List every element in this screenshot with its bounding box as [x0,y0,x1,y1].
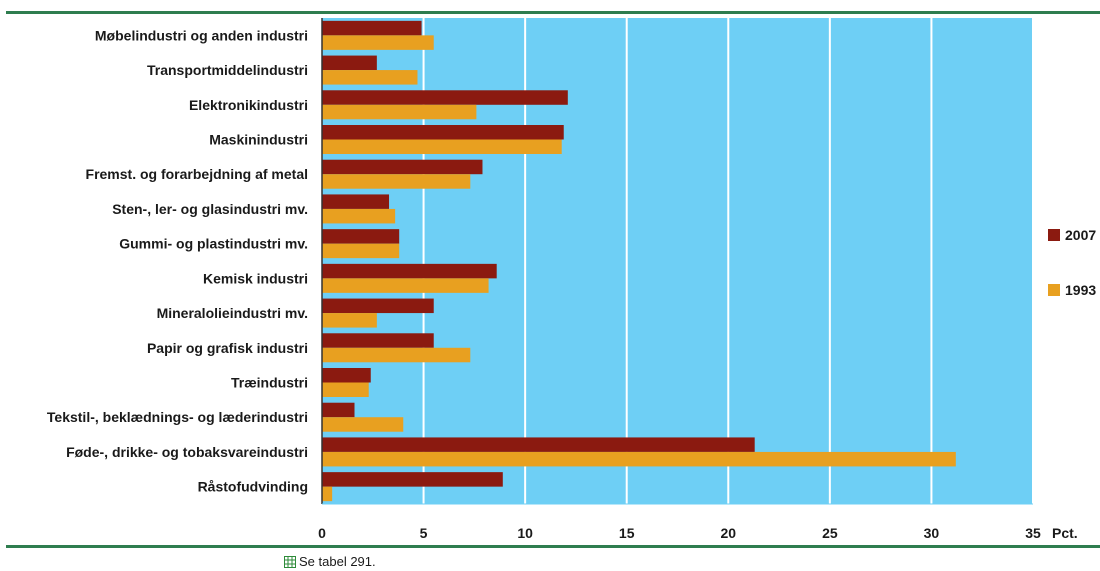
bar-2007-sten-ler-og-glasindustri-mv [322,194,390,209]
legend-label-2007: 2007 [1065,227,1096,243]
bar-1993-kemisk-industri [322,278,489,293]
category-label: Råstofudvinding [198,479,308,495]
legend-swatch-2007 [1048,229,1060,241]
table-icon [284,555,296,568]
bar-2007-elektronikindustri [322,90,568,105]
bar-2007-tekstil-bekl-dnings-og-l-derindustri [322,402,355,418]
category-label: Maskinindustri [209,132,308,148]
bar-2007-mineralolieindustri-mv [322,298,434,314]
bar-2007-kemisk-industri [322,263,497,279]
legend-swatch-1993 [1048,284,1060,296]
category-label: Tekstil-, beklædnings- og læderindustri [47,409,308,425]
bar-1993-tr-industri [322,382,369,397]
bar-1993-mineralolieindustri-mv [322,313,377,328]
category-label: Mineralolieindustri mv. [157,305,308,321]
bar-1993-sten-ler-og-glasindustri-mv [322,208,396,224]
x-tick-label: 35 [1025,525,1041,541]
footnote[interactable]: Se tabel 291. [284,554,376,569]
category-label: Gummi- og plastindustri mv. [119,236,308,252]
category-label: Transportmiddelindustri [147,62,308,78]
x-unit-label: Pct. [1052,525,1078,541]
x-tick-label: 10 [517,525,533,541]
bar-1993-tekstil-bekl-dnings-og-l-derindustri [322,417,404,432]
bar-2007-maskinindustri [322,125,564,140]
bar-1993-f-de-drikke-og-tobaksvareindustri [322,451,956,467]
bar-1993-transportmiddelindustri [322,70,418,85]
x-tick-label: 5 [420,525,428,541]
bar-2007-papir-og-grafisk-industri [322,333,434,348]
bar-2007-gummi-og-plastindustri-mv [322,229,400,244]
legend-label-1993: 1993 [1065,282,1096,298]
bar-1993-papir-og-grafisk-industri [322,347,471,363]
category-label: Føde-, drikke- og tobaksvareindustri [66,444,308,460]
bar-1993-fremst-og-forarbejdning-af-metal [322,174,471,189]
x-tick-label: 25 [822,525,838,541]
bar-1993-maskinindustri [322,139,562,154]
category-label: Sten-, ler- og glasindustri mv. [112,201,308,217]
bar-2007-m-belindustri-og-anden-industri [322,20,422,36]
footnote-text: Se tabel 291. [299,554,376,569]
bottom-rule [6,545,1100,548]
bar-1993-m-belindustri-og-anden-industri [322,35,434,50]
x-tick-label: 0 [318,525,326,541]
x-tick-label: 20 [720,525,736,541]
bar-2007-tr-industri [322,368,371,383]
bar-1993-ra-stofudvinding [322,486,333,502]
top-rule [6,11,1100,14]
category-label: Møbelindustri og anden industri [95,27,308,43]
bar-2007-transportmiddelindustri [322,55,377,71]
x-tick-label: 15 [619,525,635,541]
bar-2007-fremst-og-forarbejdning-af-metal [322,159,483,175]
category-label: Kemisk industri [203,270,308,286]
bar-1993-elektronikindustri [322,104,477,120]
category-label: Papir og grafisk industri [147,340,308,356]
category-label: Elektronikindustri [189,97,308,113]
bar-2007-f-de-drikke-og-tobaksvareindustri [322,437,755,452]
category-label: Træindustri [231,375,308,391]
category-label: Fremst. og forarbejdning af metal [86,166,308,182]
bar-2007-ra-stofudvinding [322,472,503,487]
bar-1993-gummi-og-plastindustri-mv [322,243,400,259]
x-tick-label: 30 [924,525,940,541]
